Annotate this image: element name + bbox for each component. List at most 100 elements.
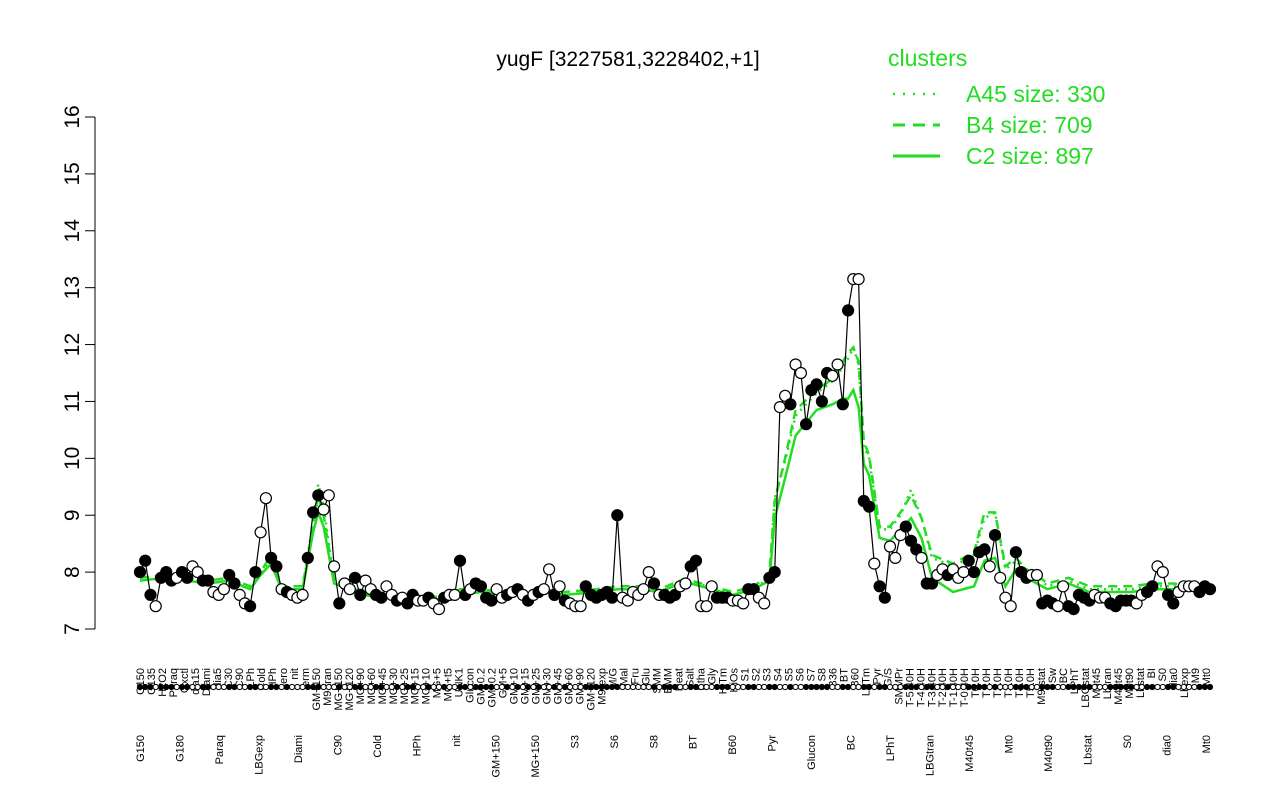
rug-mark xyxy=(740,683,747,691)
data-point-filled xyxy=(878,591,891,604)
rug-mark xyxy=(1107,683,1114,691)
rug-mark xyxy=(698,683,705,691)
rug-mark xyxy=(624,683,631,691)
rug-mark xyxy=(1206,683,1214,691)
x-tick-label-top: T4.0H xyxy=(1014,668,1026,698)
rug-mark xyxy=(404,683,411,691)
rug-mark xyxy=(729,683,736,691)
data-point-open xyxy=(700,600,713,613)
rug-mark xyxy=(142,683,149,691)
data-point-filled xyxy=(307,506,320,519)
x-tick-label-top: Lbtran xyxy=(1102,668,1114,699)
x-tick-label-top: UNK1 xyxy=(454,668,466,697)
rug-mark xyxy=(393,683,401,691)
rug-mark xyxy=(776,683,784,691)
rug-mark xyxy=(472,683,479,691)
x-tick-label-top: Fru xyxy=(630,668,642,685)
rug-mark xyxy=(1028,683,1035,691)
x-tick-label-bottom: S8 xyxy=(648,735,660,748)
x-tick-label-top: S6 xyxy=(794,668,806,681)
x-tick-label-top: S8 xyxy=(816,668,828,681)
rug-mark xyxy=(567,683,574,691)
legend-entry-c2: C2 size: 897 xyxy=(966,143,1094,169)
rug-mark xyxy=(913,683,920,691)
y-axis: 7 8 9 10 11 12 13 14 15 16 xyxy=(61,105,96,635)
data-point-open xyxy=(883,540,897,553)
data-point-open xyxy=(1156,565,1169,579)
rug-mark xyxy=(1112,683,1119,691)
rug-mark xyxy=(247,683,254,691)
rug-mark xyxy=(1175,683,1182,691)
expression-line xyxy=(139,278,1211,611)
rug-mark xyxy=(960,683,967,691)
rug-mark xyxy=(1144,683,1151,691)
rug-mark xyxy=(897,683,904,691)
cluster-line-dashed xyxy=(139,345,1210,599)
rug-mark xyxy=(818,683,826,691)
x-tick-label-bottom: LPhT xyxy=(885,735,897,762)
rug-mark xyxy=(619,683,626,691)
x-tick-label-top: T3.0H xyxy=(1003,668,1015,698)
x-tick-label-top: Mal xyxy=(619,668,631,686)
rug-mark xyxy=(609,683,616,691)
rug-mark xyxy=(289,683,296,691)
rug-mark xyxy=(944,683,951,691)
data-point-open xyxy=(343,583,356,596)
rug-mark xyxy=(184,683,191,691)
x-tick-label-top: M9 xyxy=(1190,668,1202,683)
data-point-filled xyxy=(768,565,781,579)
x-tick-label-top: G/S xyxy=(882,668,894,687)
x-tick-label-top: S2 xyxy=(750,668,762,681)
rug-mark xyxy=(645,683,652,691)
rug-mark xyxy=(451,683,458,691)
x-tick-label-bottom: B60 xyxy=(727,735,739,755)
rug-mark xyxy=(173,683,180,691)
rug-mark xyxy=(792,683,799,691)
rug-mark xyxy=(850,683,857,691)
data-point-filled xyxy=(1067,602,1080,616)
rug-mark xyxy=(514,683,521,691)
x-tick-label-top: C90 xyxy=(234,668,246,688)
x-tick-label-bottom: nit xyxy=(451,735,463,747)
rug-mark xyxy=(1070,683,1077,691)
rug-mark xyxy=(241,683,248,691)
data-point-filled xyxy=(249,565,262,579)
rug-mark xyxy=(414,683,422,691)
rug-mark xyxy=(886,683,894,691)
rug-mark xyxy=(687,683,694,691)
rug-mark xyxy=(1002,683,1009,691)
data-point-filled xyxy=(904,534,918,547)
y-tick-label: 7 xyxy=(61,623,84,635)
x-tick-label-top: Lbexp xyxy=(1179,668,1191,698)
rug-mark xyxy=(1039,683,1046,691)
rug-mark xyxy=(1065,683,1072,691)
rug-mark xyxy=(955,683,962,691)
rug-mark xyxy=(257,683,264,691)
x-tick-label-bottom: LBGexp xyxy=(253,735,265,775)
rug-mark xyxy=(1164,683,1172,691)
x-tick-label-top: T2.0H xyxy=(992,668,1004,698)
rug-mark xyxy=(1180,683,1187,691)
x-tick-label-bottom: Pyr xyxy=(767,735,779,752)
data-point-filled xyxy=(348,571,362,584)
x-tick-label-top: B60 xyxy=(849,668,861,688)
rug-mark xyxy=(871,683,878,691)
rug-mark xyxy=(682,683,689,691)
rug-mark xyxy=(986,683,993,691)
rug-mark xyxy=(902,683,909,691)
data-point-filled xyxy=(312,489,325,502)
data-point-open xyxy=(259,492,272,505)
legend-entry-a45: A45 size: 330 xyxy=(966,81,1105,107)
rug-mark xyxy=(708,683,715,691)
cluster-line-dotted xyxy=(139,343,1210,599)
legend-entry-b4: B4 size: 709 xyxy=(966,112,1093,138)
x-tick-label-bottom: S6 xyxy=(609,735,621,748)
data-point-filled xyxy=(978,543,991,556)
rug-mark xyxy=(299,683,306,691)
data-point-open xyxy=(217,583,230,596)
rug-mark xyxy=(220,683,227,691)
data-point-open xyxy=(915,551,928,565)
x-tick-label-bottom: S0 xyxy=(1122,735,1134,748)
rug-mark xyxy=(997,683,1004,691)
x-tick-label-top: nit xyxy=(289,668,301,680)
